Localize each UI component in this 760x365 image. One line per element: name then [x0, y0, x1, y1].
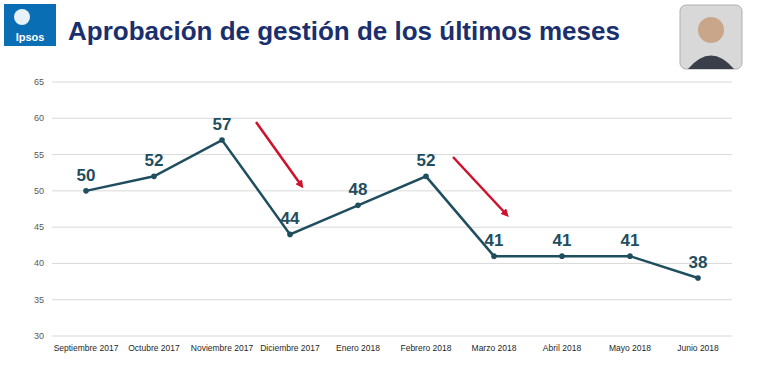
- point: [695, 275, 701, 281]
- line: [86, 140, 698, 278]
- x-tick-label: Abril 2018: [543, 343, 582, 353]
- point: [491, 253, 497, 259]
- series: [83, 137, 701, 280]
- y-tick-label: 35: [34, 295, 44, 305]
- x-tick-label: Marzo 2018: [472, 343, 517, 353]
- data-label: 41: [485, 231, 504, 250]
- grid-line: [52, 263, 732, 264]
- x-tick-label: Mayo 2018: [609, 343, 651, 353]
- x-tick-label: Septiembre 2017: [54, 343, 119, 353]
- logo-mark: [14, 9, 30, 25]
- x-tick-label: Diciembre 2017: [260, 343, 320, 353]
- point: [559, 253, 565, 259]
- logo-text: Ipsos: [16, 31, 45, 43]
- arrow: [256, 122, 301, 185]
- data-label: 44: [281, 209, 300, 228]
- x-tick-label: Febrero 2018: [400, 343, 451, 353]
- data-label: 50: [77, 166, 96, 185]
- data-label: 41: [621, 231, 640, 250]
- point: [627, 253, 633, 259]
- point: [219, 137, 225, 143]
- data-label: 57: [213, 115, 232, 134]
- data-label: 38: [689, 253, 708, 272]
- grid-line: [52, 299, 732, 300]
- y-tick-label: 55: [34, 150, 44, 160]
- grid-line: [52, 118, 732, 119]
- data-label: 52: [417, 151, 436, 170]
- title: Aprobación de gestión de los últimos mes…: [68, 16, 620, 46]
- page: {"logo": "Ipsos", "chart_data": {"type":…: [0, 0, 760, 365]
- y-tick-label: 60: [34, 113, 44, 123]
- grid: [52, 82, 732, 336]
- data-label: 41: [553, 231, 572, 250]
- grid-line: [52, 82, 732, 83]
- point: [423, 174, 429, 180]
- photo-face: [698, 17, 724, 43]
- x-tick-label: Junio 2018: [677, 343, 719, 353]
- point: [83, 188, 89, 194]
- x-tick-label: Enero 2018: [336, 343, 380, 353]
- point: [151, 174, 157, 180]
- grid-line: [52, 227, 732, 228]
- logo-box: [4, 4, 56, 46]
- y-tick-label: 45: [34, 222, 44, 232]
- point: [355, 203, 361, 209]
- photo-body: [688, 56, 734, 70]
- arrow: [453, 157, 506, 214]
- grid-line: [52, 336, 732, 337]
- x-tick-label: Octubre 2017: [128, 343, 180, 353]
- point: [287, 232, 293, 238]
- y-tick-label: 40: [34, 258, 44, 268]
- x-tick-label: Noviembre 2017: [191, 343, 254, 353]
- y-tick-label: 30: [34, 331, 44, 341]
- photo: [680, 5, 742, 69]
- data-label: 52: [145, 151, 164, 170]
- y-tick-label: 50: [34, 186, 44, 196]
- chart: Ipsos Aprobación de gestión de los último…: [0, 0, 760, 365]
- data-label: 48: [349, 180, 368, 199]
- y-tick-label: 65: [34, 77, 44, 87]
